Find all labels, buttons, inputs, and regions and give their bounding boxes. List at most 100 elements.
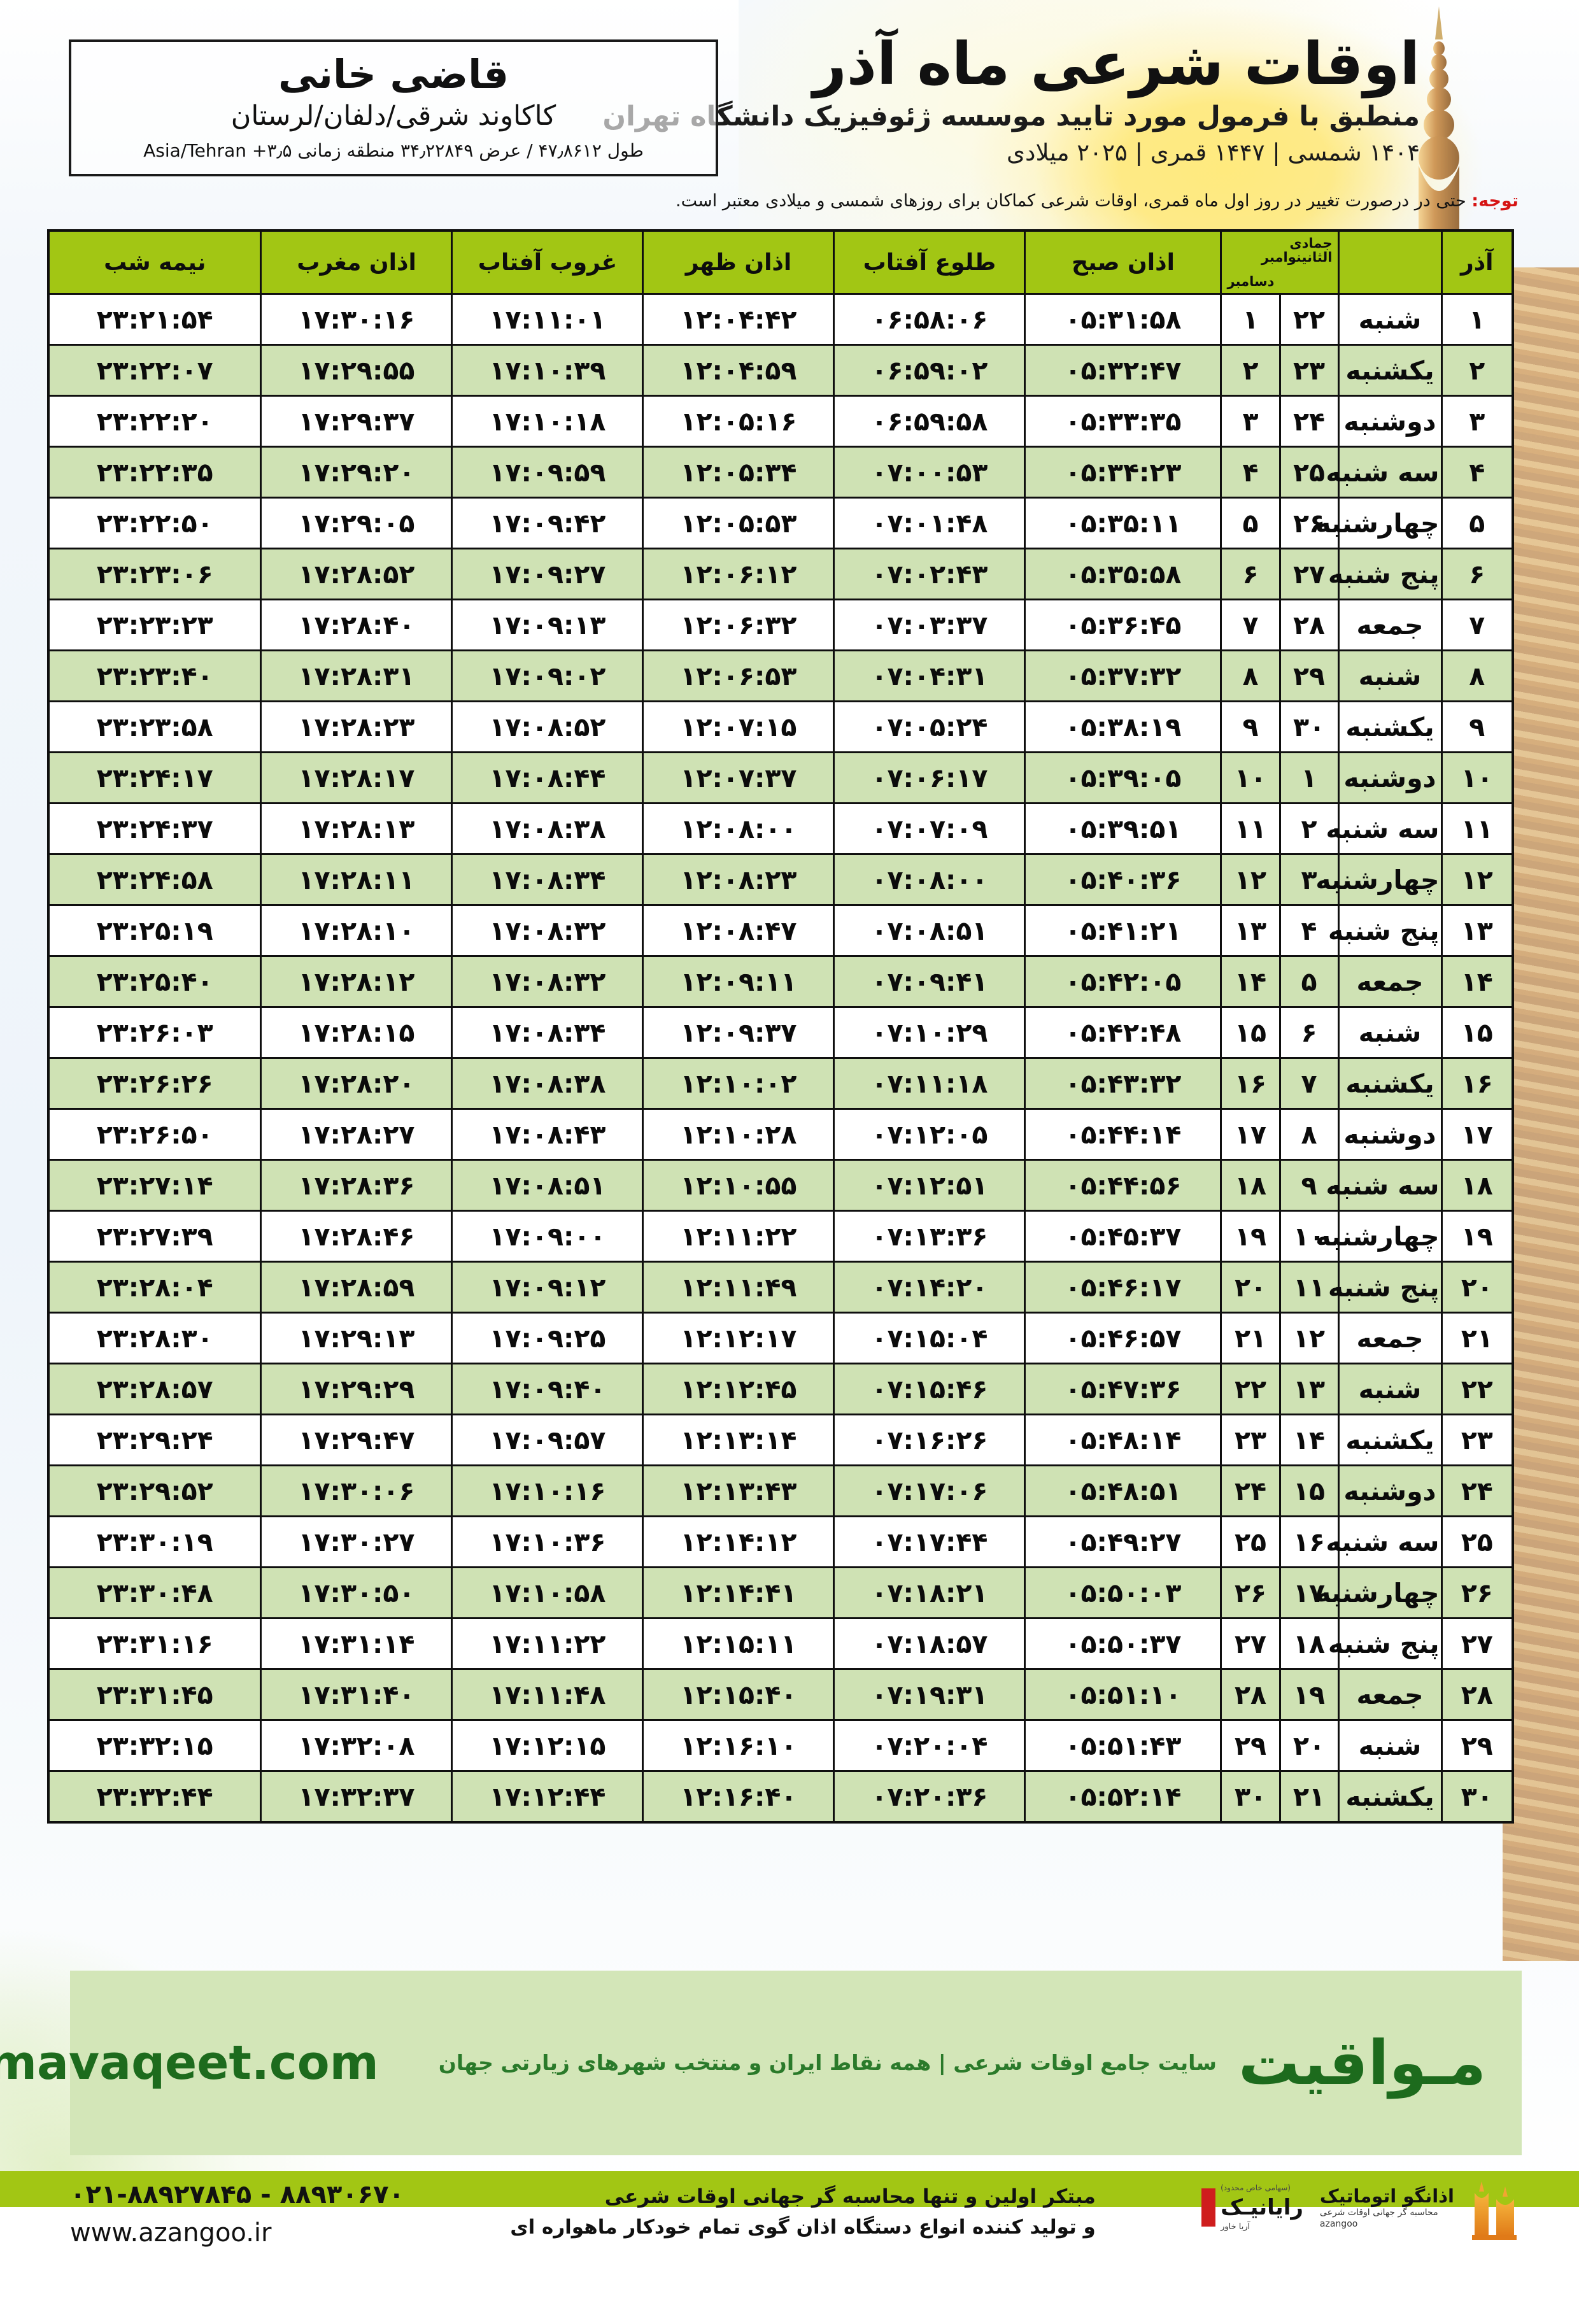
weekday-name: شنبه [1337, 1719, 1443, 1772]
gregorian-day: ۱۷ [1278, 1566, 1340, 1619]
location-box: قاضی خانی کاکاوند شرقی/دلفان/لرستان طول … [69, 39, 718, 177]
page-header: اوقات شرعی ماه آذر منطبق با فرمول مورد ت… [0, 0, 1579, 211]
day-number: ۲۳ [1440, 1414, 1514, 1466]
maghrib-time: ۱۷:۲۹:۰۵ [260, 497, 453, 549]
maghrib-time: ۱۷:۳۰:۱۶ [260, 293, 453, 346]
dhuhr-time: ۱۲:۱۱:۴۹ [642, 1261, 835, 1314]
table-row: ۲۰ پنج شنبه ۱۱ ۲۰ ۰۵:۴۶:۱۷ ۰۷:۱۴:۲۰ ۱۲:۱۱:۴۹ ۱۷… [47, 1261, 1514, 1314]
sunset-time: ۱۷:۱۲:۴۴ [451, 1770, 644, 1824]
weekday-name: سه شنبه [1326, 802, 1443, 855]
midnight-time: ۲۳:۲۵:۱۹ [47, 904, 262, 957]
dhuhr-time: ۱۲:۰۷:۱۵ [642, 700, 835, 753]
day-number: ۹ [1440, 700, 1514, 753]
sunrise-time: ۰۷:۱۲:۵۱ [833, 1159, 1026, 1212]
midnight-time: ۲۳:۲۳:۰۶ [47, 548, 262, 600]
gregorian-day: ۱۲ [1278, 1312, 1340, 1364]
brand-website-link[interactable]: mavaqeet.com [0, 2036, 379, 2090]
gregorian-day: ۱۸ [1278, 1617, 1340, 1670]
table-row: ۹ یکشنبه ۳۰ ۹ ۰۵:۳۸:۱۹ ۰۷:۰۵:۲۴ ۱۲:۰۷:۱۵ ۱۷:۰۸:… [47, 700, 1514, 753]
maghrib-time: ۱۷:۲۹:۲۹ [260, 1363, 453, 1415]
sunset-time: ۱۷:۰۹:۲۷ [451, 548, 644, 600]
contact-website[interactable]: www.azangoo.ir [70, 2218, 272, 2248]
day-number: ۲ [1440, 344, 1514, 397]
dhuhr-time: ۱۲:۱۶:۱۰ [642, 1719, 835, 1772]
table-row: ۴ سه شنبه ۲۵ ۴ ۰۵:۳۴:۲۳ ۰۷:۰۰:۵۳ ۱۲:۰۵:۳۴ ۱۷:۰۹… [47, 446, 1514, 499]
sunrise-time: ۰۷:۱۱:۱۸ [833, 1057, 1026, 1110]
gregorian-day: ۸ [1278, 1108, 1340, 1161]
weekday-name: دوشنبه [1337, 1108, 1443, 1161]
weekday-name: پنج شنبه [1328, 1261, 1443, 1314]
dhuhr-time: ۱۲:۰۵:۵۳ [642, 497, 835, 549]
footer-brand-banner: مـواقیت سایت جامع اوقات شرعی | همه نقاط … [0, 1971, 1522, 2155]
dhuhr-time: ۱۲:۱۰:۲۸ [642, 1108, 835, 1161]
dhuhr-time: ۱۲:۱۰:۰۲ [642, 1057, 835, 1110]
sunset-time: ۱۷:۰۹:۵۷ [451, 1414, 644, 1466]
day-number: ۶ [1440, 548, 1514, 600]
table-row: ۱۹ چهارشنبه ۱۰ ۱۹ ۰۵:۴۵:۳۷ ۰۷:۱۳:۳۶ ۱۲:۱۱:۲۲ ۱۷… [47, 1210, 1514, 1263]
dhuhr-time: ۱۲:۰۶:۱۲ [642, 548, 835, 600]
gregorian-day: ۲۲ [1278, 293, 1340, 346]
maghrib-time: ۱۷:۲۸:۱۵ [260, 1006, 453, 1059]
day-number: ۱۹ [1440, 1210, 1514, 1263]
hijri-day: ۱۵ [1220, 1006, 1281, 1059]
dhuhr-time: ۱۲:۱۴:۱۲ [642, 1515, 835, 1568]
gregorian-day: ۲ [1278, 802, 1340, 855]
fajr-time: ۰۵:۳۱:۵۸ [1024, 293, 1222, 346]
table-row: ۱۱ سه شنبه ۲ ۱۱ ۰۵:۳۹:۵۱ ۰۷:۰۷:۰۹ ۱۲:۰۸:۰۰ ۱۷:۰… [47, 802, 1514, 855]
brand-tagline: سایت جامع اوقات شرعی | همه نقاط ایران و … [438, 2050, 1217, 2075]
sunrise-time: ۰۷:۰۱:۴۸ [833, 497, 1026, 549]
midnight-time: ۲۳:۲۷:۳۹ [47, 1210, 262, 1263]
sunrise-time: ۰۷:۱۷:۴۴ [833, 1515, 1026, 1568]
sunset-time: ۱۷:۰۸:۵۲ [451, 700, 644, 753]
hijri-day: ۵ [1220, 497, 1281, 549]
column-header-maghrib: اذان مغرب [260, 229, 453, 295]
weekday-name: چهارشنبه [1315, 853, 1443, 906]
day-number: ۱۸ [1440, 1159, 1514, 1212]
maghrib-time: ۱۷:۳۱:۴۰ [260, 1668, 453, 1721]
fajr-time: ۰۵:۴۲:۴۸ [1024, 1006, 1222, 1059]
azangoo-logo: اذانگو اتوماتیک محاسبه گر جهانی اوقات شر… [1320, 2174, 1522, 2241]
rayaneek-logo-title: رایانیـک [1221, 2195, 1303, 2220]
gregorian-day: ۲۶ [1278, 497, 1340, 549]
azangoo-logo-title: اذانگو اتوماتیک [1319, 2185, 1454, 2207]
weekday-name: شنبه [1337, 293, 1443, 346]
midnight-time: ۲۳:۲۴:۱۷ [47, 751, 262, 804]
weekday-name: چهارشنبه [1315, 497, 1443, 549]
sunset-time: ۱۷:۰۸:۳۸ [451, 802, 644, 855]
day-number: ۱ [1440, 293, 1514, 346]
sunset-time: ۱۷:۱۲:۱۵ [451, 1719, 644, 1772]
fajr-time: ۰۵:۵۱:۱۰ [1024, 1668, 1222, 1721]
dhuhr-time: ۱۲:۱۳:۴۳ [642, 1464, 835, 1517]
weekday-name: جمعه [1337, 1312, 1443, 1364]
gregorian-day: ۱۵ [1278, 1464, 1340, 1517]
maghrib-time: ۱۷:۲۹:۵۵ [260, 344, 453, 397]
prayer-times-table: آذر جمادی الثانینوامبر دسامبر اذان صبح ط… [46, 229, 1514, 1824]
midnight-time: ۲۳:۲۶:۰۳ [47, 1006, 262, 1059]
day-number: ۳۰ [1440, 1770, 1514, 1824]
fajr-time: ۰۵:۳۵:۱۱ [1024, 497, 1222, 549]
fajr-time: ۰۵:۳۳:۳۵ [1024, 395, 1222, 448]
sunrise-time: ۰۷:۰۴:۳۱ [833, 649, 1026, 702]
hijri-day: ۸ [1220, 649, 1281, 702]
sunset-time: ۱۷:۱۰:۱۶ [451, 1464, 644, 1517]
table-row: ۱۴ جمعه ۵ ۱۴ ۰۵:۴۲:۰۵ ۰۷:۰۹:۴۱ ۱۲:۰۹:۱۱ ۱۷:۰۸:۳… [47, 955, 1514, 1008]
hijri-day: ۲۳ [1220, 1414, 1281, 1466]
note-text: حتی در درصورت تغییر در روز اول ماه قمری،… [676, 191, 1466, 211]
maghrib-time: ۱۷:۲۹:۴۷ [260, 1414, 453, 1466]
midnight-time: ۲۳:۲۴:۳۷ [47, 802, 262, 855]
midnight-time: ۲۳:۳۱:۱۶ [47, 1617, 262, 1670]
day-number: ۲۶ [1440, 1566, 1514, 1619]
day-number: ۲۰ [1440, 1261, 1514, 1314]
partner-logos: اذانگو اتوماتیک محاسبه گر جهانی اوقات شر… [1201, 2165, 1522, 2241]
dhuhr-time: ۱۲:۱۲:۴۵ [642, 1363, 835, 1415]
hijri-day: ۱۸ [1220, 1159, 1281, 1212]
column-header-sunset: غروب آفتاب [451, 229, 644, 295]
weekday-name: جمعه [1337, 599, 1443, 651]
maghrib-time: ۱۷:۲۸:۱۲ [260, 955, 453, 1008]
hijri-day: ۳۰ [1220, 1770, 1281, 1824]
hijri-day: ۱۴ [1220, 955, 1281, 1008]
sunset-time: ۱۷:۰۸:۳۸ [451, 1057, 644, 1110]
sunrise-time: ۰۶:۵۸:۰۶ [833, 293, 1026, 346]
sunrise-time: ۰۷:۱۶:۲۶ [833, 1414, 1026, 1466]
dhuhr-time: ۱۲:۱۶:۴۰ [642, 1770, 835, 1824]
